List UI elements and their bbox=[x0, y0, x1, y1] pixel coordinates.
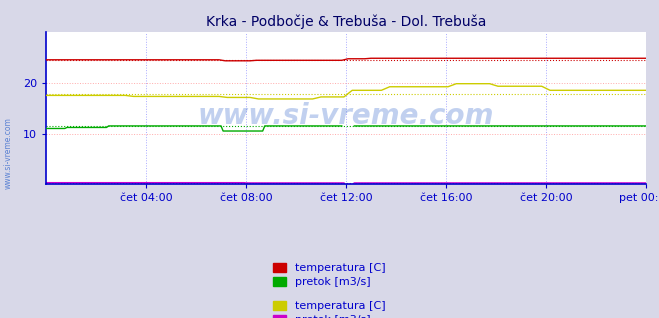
Legend: temperatura [C], pretok [m3/s]: temperatura [C], pretok [m3/s] bbox=[273, 263, 386, 287]
Title: Krka - Podbočje & Trebuša - Dol. Trebuša: Krka - Podbočje & Trebuša - Dol. Trebuša bbox=[206, 15, 486, 29]
Text: www.si-vreme.com: www.si-vreme.com bbox=[3, 117, 13, 189]
Legend: temperatura [C], pretok [m3/s]: temperatura [C], pretok [m3/s] bbox=[273, 301, 386, 318]
Text: www.si-vreme.com: www.si-vreme.com bbox=[198, 102, 494, 130]
